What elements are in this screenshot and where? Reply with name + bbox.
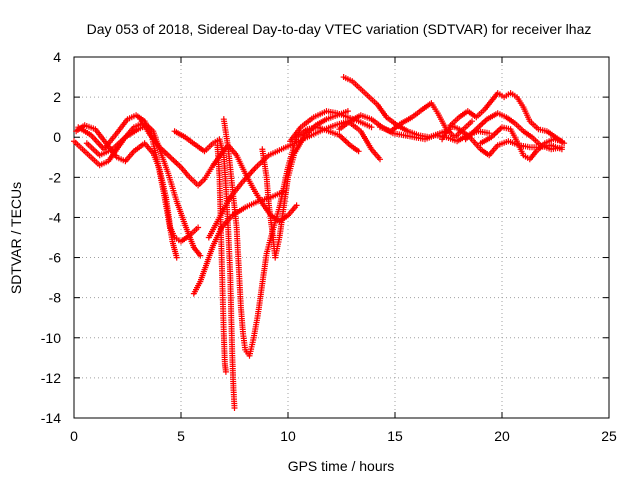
x-tick-label: 10 (280, 428, 296, 444)
series-markers (477, 124, 565, 163)
ticks (73, 56, 610, 419)
series-arc-6 (171, 128, 238, 411)
y-tick-label: -6 (49, 250, 62, 266)
y-axis-label: SDTVAR / TECUs (8, 182, 24, 294)
series-arc-20 (439, 122, 565, 159)
data-series (71, 74, 568, 411)
y-tick-label: -4 (49, 209, 62, 225)
y-tick-label: -10 (41, 330, 61, 346)
y-tick-label: -8 (49, 290, 62, 306)
series-arc-8 (220, 116, 283, 359)
series-markers (220, 116, 283, 359)
y-tick-label: -14 (41, 410, 61, 426)
series-markers (439, 122, 565, 159)
series-markers (73, 122, 202, 245)
x-axis-label: GPS time / hours (288, 458, 395, 474)
x-tick-label: 25 (601, 428, 617, 444)
series-arc-11 (259, 108, 351, 261)
chart-title: Day 053 of 2018, Sidereal Day-to-day VTE… (87, 21, 592, 37)
x-tick-label: 5 (177, 428, 185, 444)
series-arc-12 (276, 124, 362, 211)
y-tick-label: 2 (53, 89, 61, 105)
y-tick-label: -2 (49, 169, 62, 185)
series-markers (276, 124, 362, 211)
x-tick-label: 0 (70, 428, 78, 444)
series-markers (259, 108, 351, 261)
y-tick-label: -12 (41, 370, 61, 386)
y-tick-label: 0 (53, 129, 61, 145)
y-tick-label: 4 (53, 49, 61, 65)
plot-frame (73, 56, 610, 419)
series-arc-2 (73, 122, 202, 245)
series-markers (171, 128, 238, 411)
x-tick-label: 20 (494, 428, 510, 444)
series-arc-19 (477, 124, 565, 163)
x-tick-label: 15 (387, 428, 403, 444)
